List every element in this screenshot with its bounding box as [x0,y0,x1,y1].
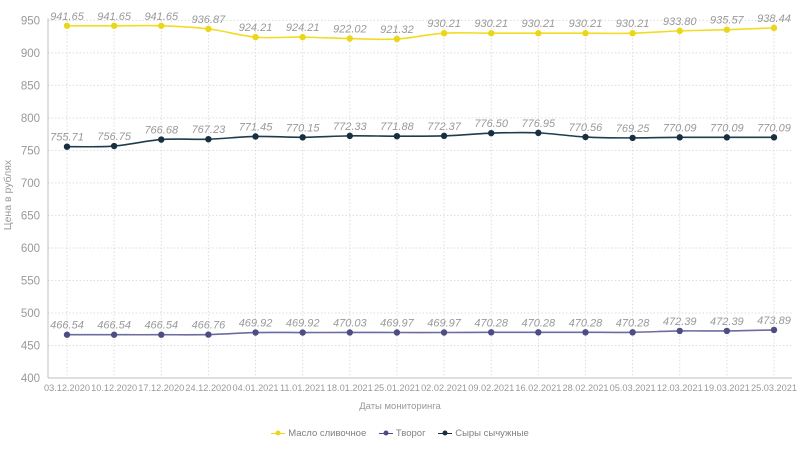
svg-text:767.23: 767.23 [192,124,227,136]
svg-text:930.21: 930.21 [427,18,461,30]
svg-text:950: 950 [21,15,40,27]
svg-text:17.12.2020: 17.12.2020 [138,383,184,393]
svg-text:470.03: 470.03 [333,317,368,329]
svg-text:941.65: 941.65 [97,11,132,23]
svg-text:16.02.2021: 16.02.2021 [515,383,561,393]
svg-text:25.01.2021: 25.01.2021 [374,383,420,393]
svg-text:466.54: 466.54 [97,320,131,332]
svg-text:470.28: 470.28 [569,317,604,329]
svg-text:770.56: 770.56 [569,122,604,134]
svg-text:473.89: 473.89 [757,315,791,327]
svg-text:469.92: 469.92 [286,318,320,330]
svg-text:936.87: 936.87 [192,14,227,26]
svg-text:466.54: 466.54 [144,320,178,332]
svg-text:500: 500 [21,308,40,320]
svg-text:771.88: 771.88 [380,121,415,133]
svg-text:771.45: 771.45 [239,121,274,133]
svg-text:924.21: 924.21 [239,22,273,34]
svg-text:766.68: 766.68 [144,125,179,137]
svg-text:941.65: 941.65 [50,11,85,23]
svg-text:650: 650 [21,210,40,222]
svg-text:941.65: 941.65 [144,11,179,23]
svg-text:550: 550 [21,275,40,287]
svg-text:930.21: 930.21 [522,18,556,30]
svg-text:935.57: 935.57 [710,15,745,27]
svg-text:09.02.2021: 09.02.2021 [468,383,514,393]
svg-text:770.09: 770.09 [757,122,791,134]
svg-text:470.28: 470.28 [522,317,557,329]
svg-text:12.03.2021: 12.03.2021 [657,383,703,393]
svg-text:470.28: 470.28 [616,317,651,329]
svg-text:772.33: 772.33 [333,121,368,133]
svg-text:772.37: 772.37 [427,121,462,133]
svg-text:466.76: 466.76 [192,320,227,332]
svg-text:600: 600 [21,243,40,255]
svg-text:11.01.2021: 11.01.2021 [280,383,325,393]
svg-text:922.02: 922.02 [333,24,367,36]
svg-text:930.21: 930.21 [569,18,603,30]
svg-text:900: 900 [21,48,40,60]
svg-text:05.03.2021: 05.03.2021 [610,383,656,393]
svg-text:02.02.2021: 02.02.2021 [421,383,467,393]
svg-text:930.21: 930.21 [474,18,508,30]
svg-text:04.01.2021: 04.01.2021 [233,383,279,393]
svg-text:921.32: 921.32 [380,24,414,36]
svg-text:466.54: 466.54 [50,320,84,332]
svg-text:03.12.2020: 03.12.2020 [44,383,90,393]
svg-text:469.92: 469.92 [239,318,273,330]
svg-text:800: 800 [21,113,40,125]
svg-text:10.12.2020: 10.12.2020 [91,383,137,393]
svg-text:18.01.2021: 18.01.2021 [327,383,373,393]
svg-text:470.28: 470.28 [474,317,509,329]
svg-text:450: 450 [21,340,40,352]
svg-text:769.25: 769.25 [616,123,651,135]
svg-text:472.39: 472.39 [663,316,697,328]
svg-text:924.21: 924.21 [286,22,320,34]
svg-text:770.15: 770.15 [286,122,321,134]
svg-text:930.21: 930.21 [616,18,650,30]
svg-text:469.97: 469.97 [427,318,462,330]
svg-text:938.44: 938.44 [757,13,791,25]
svg-text:755.71: 755.71 [50,132,84,144]
svg-text:28.02.2021: 28.02.2021 [562,383,608,393]
svg-text:776.50: 776.50 [474,118,509,130]
svg-text:700: 700 [21,178,40,190]
svg-text:850: 850 [21,80,40,92]
svg-text:750: 750 [21,145,40,157]
svg-text:756.75: 756.75 [97,131,132,143]
svg-text:469.97: 469.97 [380,318,415,330]
svg-text:770.09: 770.09 [663,122,697,134]
svg-text:776.95: 776.95 [522,118,557,130]
svg-text:770.09: 770.09 [710,122,744,134]
svg-text:400: 400 [21,373,40,385]
svg-text:472.39: 472.39 [710,316,744,328]
svg-text:25.03.2021: 25.03.2021 [751,383,797,393]
svg-text:19.03.2021: 19.03.2021 [704,383,750,393]
svg-text:933.80: 933.80 [663,16,698,28]
svg-text:24.12.2020: 24.12.2020 [185,383,231,393]
